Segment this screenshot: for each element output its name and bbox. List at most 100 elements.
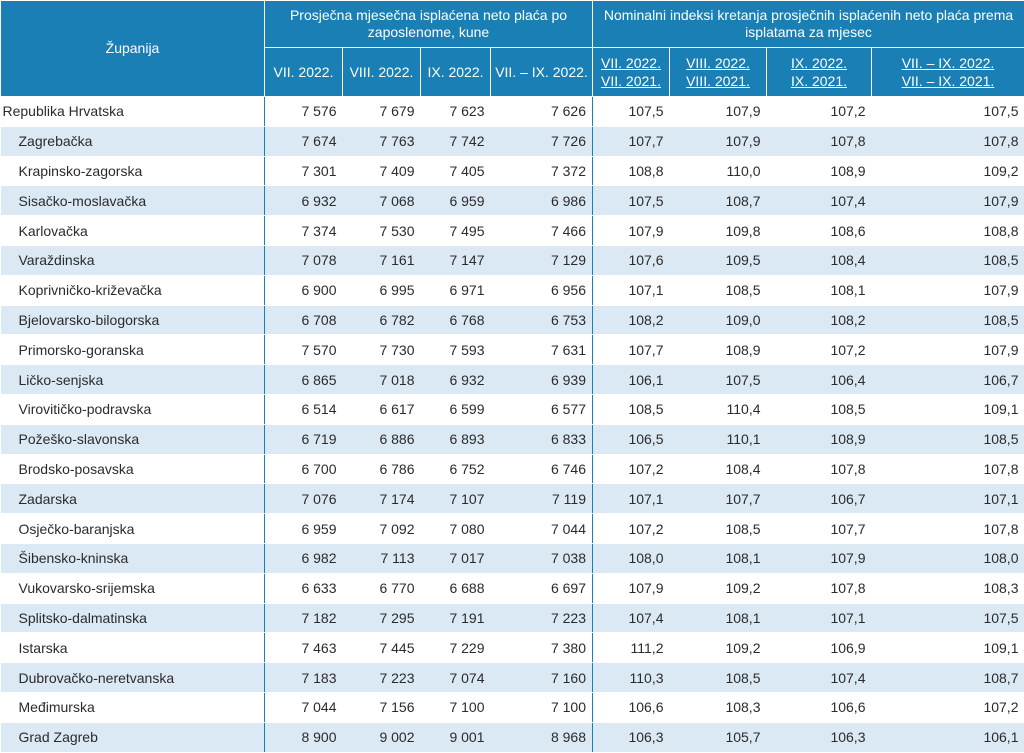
index-cell: 108,0	[872, 543, 1024, 573]
wage-group-header: Prosječna mjesečna isplaćena neto plaća …	[265, 1, 593, 48]
wage-cell: 7 161	[343, 245, 421, 275]
index-cell: 109,5	[670, 245, 767, 275]
wage-cell: 6 633	[265, 573, 343, 603]
index-cell: 107,1	[593, 275, 670, 305]
wage-cell: 6 932	[421, 365, 491, 395]
index-group-header: Nominalni indeksi kretanja prosječnih is…	[593, 1, 1024, 48]
index-cell: 107,9	[767, 543, 872, 573]
index-cell: 108,4	[767, 245, 872, 275]
index-cell: 108,9	[767, 424, 872, 454]
index-cell: 108,9	[767, 156, 872, 186]
wage-cell: 6 746	[491, 454, 593, 484]
county-name-cell: Koprivničko-križevačka	[1, 275, 265, 305]
county-name-cell: Vukovarsko-srijemska	[1, 573, 265, 603]
index-cell: 106,6	[593, 692, 670, 722]
index-cell: 108,3	[670, 692, 767, 722]
wage-cell: 7 078	[265, 245, 343, 275]
index-cell: 107,5	[872, 603, 1024, 633]
wage-cell: 7 044	[491, 514, 593, 544]
index-cell: 107,9	[670, 97, 767, 127]
wage-cell: 7 191	[421, 603, 491, 633]
wage-cell: 7 156	[343, 692, 421, 722]
wage-cell: 6 719	[265, 424, 343, 454]
wage-cell: 6 959	[265, 514, 343, 544]
index-cell: 107,9	[872, 335, 1024, 365]
county-name-cell: Karlovačka	[1, 216, 265, 246]
index-cell: 108,1	[767, 275, 872, 305]
county-name-cell: Dubrovačko-neretvanska	[1, 663, 265, 693]
index-cell: 107,4	[593, 603, 670, 633]
wage-cell: 6 900	[265, 275, 343, 305]
index-cell: 107,8	[872, 514, 1024, 544]
index-cell: 111,2	[593, 633, 670, 663]
index-cell: 108,5	[670, 514, 767, 544]
index-cell: 107,9	[872, 186, 1024, 216]
wage-cell: 6 893	[421, 424, 491, 454]
wage-cell: 7 576	[265, 97, 343, 127]
index-cell: 108,2	[593, 305, 670, 335]
county-name-cell: Splitsko-dalmatinska	[1, 603, 265, 633]
wage-cell: 7 092	[343, 514, 421, 544]
wage-cell: 7 730	[343, 335, 421, 365]
index-cell: 109,2	[670, 633, 767, 663]
index-col-header: VII. – IX. 2022. VII. – IX. 2021.	[872, 48, 1024, 97]
index-cell: 107,9	[872, 275, 1024, 305]
index-cell: 108,2	[767, 305, 872, 335]
index-cell: 107,9	[593, 573, 670, 603]
index-cell: 107,7	[670, 484, 767, 514]
index-cell: 107,7	[767, 514, 872, 544]
wage-cell: 7 570	[265, 335, 343, 365]
county-name-cell: Požeško-slavonska	[1, 424, 265, 454]
wage-cell: 7 018	[343, 365, 421, 395]
wage-cell: 9 001	[421, 722, 491, 752]
wage-cell: 6 865	[265, 365, 343, 395]
county-name-cell: Bjelovarsko-bilogorska	[1, 305, 265, 335]
index-cell: 107,9	[593, 216, 670, 246]
county-name-cell: Sisačko-moslavačka	[1, 186, 265, 216]
index-cell: 108,8	[593, 156, 670, 186]
wage-cell: 7 679	[343, 97, 421, 127]
index-cell: 108,5	[670, 275, 767, 305]
wage-cell: 6 959	[421, 186, 491, 216]
index-cell: 106,4	[767, 365, 872, 395]
wage-cell: 7 674	[265, 126, 343, 156]
county-name-cell: Šibensko-kninska	[1, 543, 265, 573]
wage-cell: 7 113	[343, 543, 421, 573]
index-cell: 107,2	[593, 514, 670, 544]
county-name-cell: Osječko-baranjska	[1, 514, 265, 544]
index-cell: 108,0	[593, 543, 670, 573]
wage-cell: 6 708	[265, 305, 343, 335]
index-cell: 107,5	[872, 97, 1024, 127]
wage-cell: 6 786	[343, 454, 421, 484]
index-cell: 107,1	[593, 484, 670, 514]
wage-cell: 6 886	[343, 424, 421, 454]
index-cell: 107,1	[872, 484, 1024, 514]
wage-cell: 7 409	[343, 156, 421, 186]
index-cell: 107,9	[670, 126, 767, 156]
wage-cell: 6 752	[421, 454, 491, 484]
index-cell: 108,1	[670, 543, 767, 573]
wage-cell: 6 768	[421, 305, 491, 335]
index-cell: 107,4	[767, 663, 872, 693]
index-cell: 109,2	[670, 573, 767, 603]
index-cell: 106,7	[767, 484, 872, 514]
wage-cell: 7 372	[491, 156, 593, 186]
index-cell: 106,1	[872, 722, 1024, 752]
index-col-header-line: VIII. 2022.	[674, 54, 762, 72]
index-cell: 107,7	[593, 335, 670, 365]
wage-cell: 7 405	[421, 156, 491, 186]
wage-cell: 7 742	[421, 126, 491, 156]
index-col-header-line: VII. – IX. 2022.	[876, 54, 1020, 72]
index-cell: 107,2	[593, 454, 670, 484]
